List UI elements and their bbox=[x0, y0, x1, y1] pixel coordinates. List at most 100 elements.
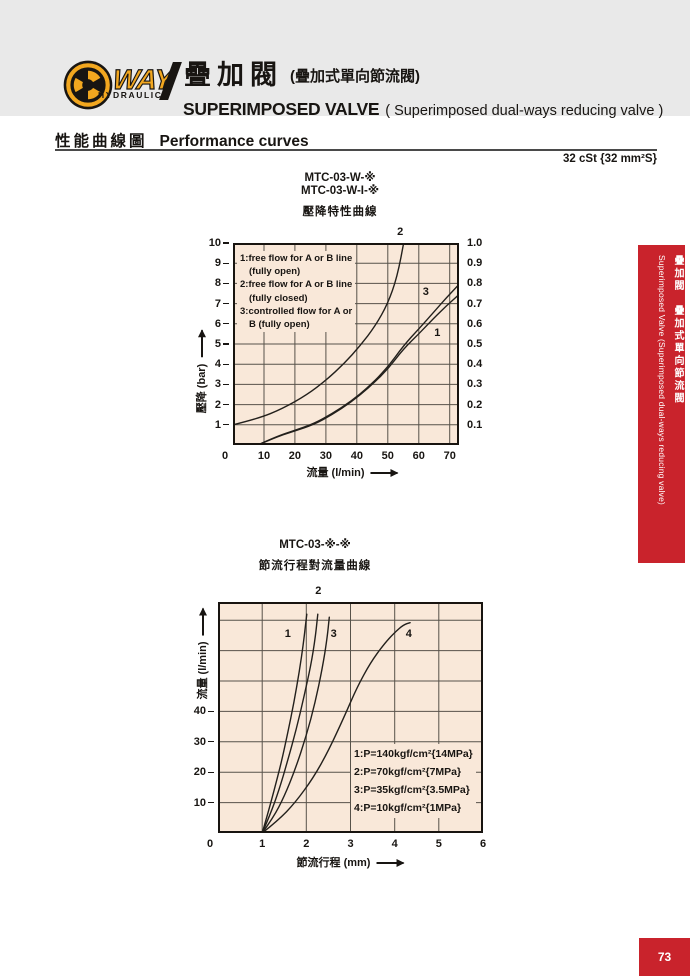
product-title-en: SUPERIMPOSED VALVE bbox=[183, 99, 380, 119]
product-title-cjk: 疊加閥 bbox=[184, 60, 283, 90]
sidebar-tab: 疊加閥 疊加式單向節流閥 Superimposed Valve (Superim… bbox=[638, 245, 685, 563]
tick-mark bbox=[223, 323, 229, 325]
tick-label: 60 bbox=[412, 450, 425, 462]
tick-label: 0.6 bbox=[467, 317, 483, 330]
curve-label: 1 bbox=[434, 326, 441, 339]
curve-label: 3 bbox=[422, 286, 429, 299]
curve-2 bbox=[233, 243, 405, 426]
tick-label: 0.7 bbox=[467, 297, 483, 310]
chart2-x-axis-title: 節流行程 (mm) bbox=[296, 854, 405, 870]
chart1-model-line-2: MTC-03-W-I-※ bbox=[300, 184, 380, 197]
tick-label: 6 bbox=[479, 838, 487, 850]
tick-label: 50 bbox=[381, 450, 394, 462]
tick-label: 0.9 bbox=[467, 257, 483, 270]
tick-label: 1 bbox=[214, 418, 221, 431]
arrow-right-icon bbox=[376, 859, 405, 866]
chart1-subtitle: 壓降特性曲線 bbox=[302, 206, 378, 218]
chart-legend: 1:free flow for A or B line (fully open) 2… bbox=[237, 251, 356, 333]
tick-label: 40 bbox=[193, 705, 206, 718]
legend-line: 4:P=10kgf/cm²{1MPa} bbox=[354, 802, 462, 814]
chart2-subtitle: 節流行程對流量曲線 bbox=[258, 560, 372, 572]
tick-label: 3 bbox=[214, 378, 221, 391]
tick-label: 30 bbox=[319, 450, 332, 462]
oway-logo-icon bbox=[62, 59, 114, 116]
tick-mark bbox=[223, 424, 229, 426]
legend-line: (fully open) bbox=[249, 266, 301, 278]
tick-label: 10 bbox=[193, 796, 206, 809]
curve-1 bbox=[261, 613, 308, 833]
tick-label: 0 bbox=[221, 450, 229, 462]
viscosity-note: 32 cSt {32 mm²S} bbox=[563, 153, 657, 165]
tick-mark bbox=[223, 383, 229, 385]
tick-label: 7 bbox=[214, 297, 221, 310]
tick-label: 20 bbox=[288, 450, 302, 462]
curve-label: 2 bbox=[397, 225, 404, 238]
curve-3 bbox=[257, 283, 459, 445]
section-heading: 性能曲線圖 Performance curves bbox=[55, 129, 309, 151]
tick-mark bbox=[223, 343, 229, 345]
tick-label: 30 bbox=[193, 735, 206, 748]
legend-line: 1:free flow for A or B line bbox=[240, 253, 353, 264]
tick-label: 9 bbox=[214, 257, 221, 270]
header-band bbox=[0, 0, 690, 116]
tick-label: 5 bbox=[214, 338, 221, 350]
tick-label: 0 bbox=[206, 838, 214, 850]
chart1-x-axis-title: 流量 (l/min) bbox=[306, 464, 399, 480]
tick-label: 10 bbox=[257, 450, 271, 462]
product-title-row: 疊加閥 (疊加式單向節流閥) bbox=[184, 62, 420, 89]
tick-label: 0.2 bbox=[467, 398, 483, 411]
product-title-row-en: SUPERIMPOSED VALVE ( Superimposed dual-w… bbox=[183, 99, 663, 120]
tick-mark bbox=[208, 771, 214, 773]
tick-label: 3 bbox=[347, 838, 354, 850]
product-title-en-sub: ( Superimposed dual-ways reducing valve … bbox=[385, 103, 664, 119]
tick-mark bbox=[223, 404, 229, 406]
tick-label: 70 bbox=[443, 450, 456, 462]
tick-mark bbox=[223, 242, 229, 244]
sidebar-text-cjk: 疊加閥 疊加式單向節流閥 bbox=[672, 255, 683, 405]
curve-label: 1 bbox=[284, 627, 291, 640]
brand-subtitle: HYDRAULIC bbox=[98, 90, 163, 100]
tick-label: 10 bbox=[208, 237, 221, 249]
curve-label: 4 bbox=[405, 627, 412, 640]
tick-label: 0.3 bbox=[467, 378, 483, 391]
tick-label: 2 bbox=[214, 398, 221, 411]
plot-frame bbox=[218, 602, 483, 833]
tick-label: 5 bbox=[435, 838, 442, 850]
tick-label: 0.8 bbox=[467, 277, 483, 290]
section-heading-cjk: 性能曲線圖 bbox=[55, 133, 148, 150]
tick-label: 4 bbox=[391, 838, 398, 850]
curve-1 bbox=[257, 293, 459, 445]
tick-mark bbox=[208, 741, 214, 743]
section-heading-en: Performance curves bbox=[159, 133, 309, 150]
legend-line: 3:controlled flow for A or bbox=[240, 305, 353, 317]
tick-label: 2 bbox=[303, 838, 310, 850]
tick-label: 1 bbox=[259, 838, 266, 850]
chart-legend: 1:P=140kgf/cm²{14MPa} 2:P=70kgf/cm²{7MPa}… bbox=[351, 744, 476, 818]
page-number: 73 bbox=[657, 950, 672, 964]
plot-frame bbox=[233, 243, 459, 445]
legend-line: 2:free flow for A or B line bbox=[240, 279, 353, 291]
tick-mark bbox=[208, 710, 214, 712]
legend-line: 1:P=140kgf/cm²{14MPa} bbox=[354, 748, 473, 760]
legend-line: (fully closed) bbox=[249, 292, 308, 304]
tick-mark bbox=[223, 282, 229, 284]
chart1-model-line-1: MTC-03-W-※ bbox=[304, 172, 376, 184]
curve-label: 2 bbox=[315, 585, 322, 598]
sidebar-text-en: Superimposed Valve (Superimposed dual-wa… bbox=[657, 255, 667, 506]
tick-label: 0.4 bbox=[467, 358, 483, 371]
tick-label: 20 bbox=[193, 766, 206, 779]
curve-2 bbox=[261, 613, 319, 833]
tick-label: 8 bbox=[214, 277, 221, 290]
curve-4 bbox=[261, 622, 411, 833]
tick-label: 1.0 bbox=[467, 237, 483, 249]
tick-label: 40 bbox=[350, 450, 363, 462]
legend-line: 2:P=70kgf/cm²{7MPa} bbox=[354, 766, 462, 778]
tick-label: 0.1 bbox=[467, 418, 483, 431]
chart2-x-axis-title-text: 節流行程 (mm) bbox=[296, 857, 371, 869]
tick-mark bbox=[223, 303, 229, 305]
tick-label: 6 bbox=[214, 317, 221, 330]
product-title-cjk-sub: (疊加式單向節流閥) bbox=[290, 68, 420, 85]
